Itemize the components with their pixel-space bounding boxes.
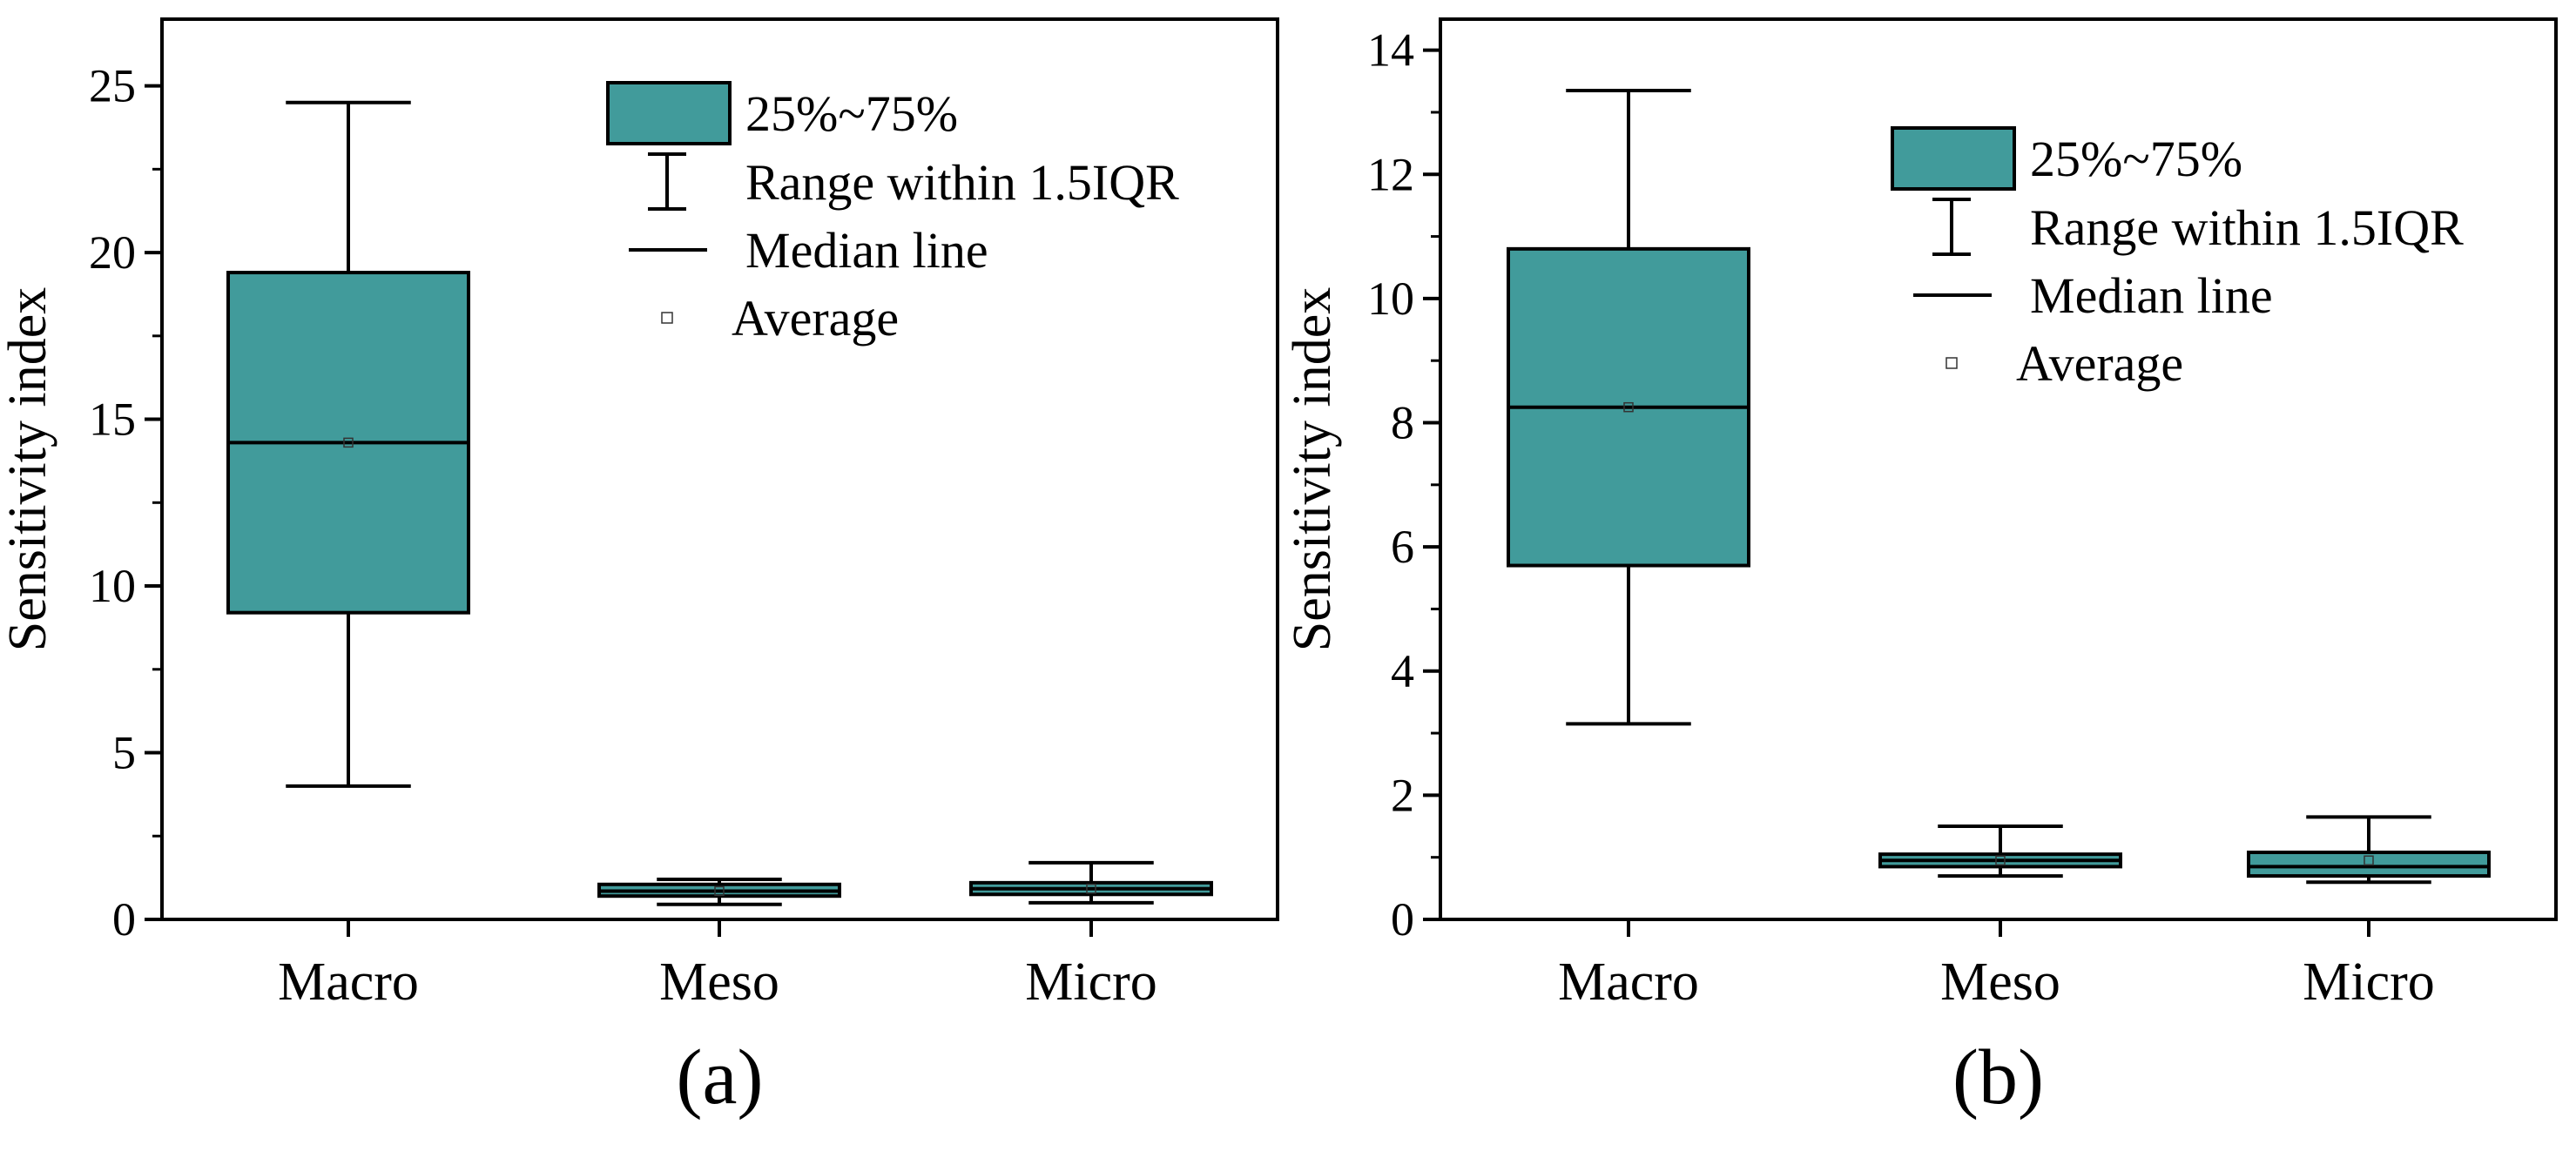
y-tick-label: 10	[89, 560, 136, 612]
legend-box-swatch	[606, 81, 732, 145]
y-tick-label: 10	[1367, 273, 1414, 325]
box-meso	[597, 878, 841, 906]
x-tick-label: Meso	[659, 952, 779, 1012]
legend: 25%~75% Range within 1.5IQR Median line Ave…	[1891, 126, 2464, 392]
legend-box-label: 25%~75%	[745, 85, 958, 142]
box-micro	[2247, 815, 2491, 885]
legend: 25%~75% Range within 1.5IQR Median line Ave…	[606, 81, 1179, 347]
y-tick-label: 0	[112, 893, 136, 946]
legend-mean-label: Average	[732, 290, 899, 347]
panel-label: (a)	[677, 1034, 764, 1121]
y-tick-label: 15	[89, 394, 136, 446]
legend-mean-marker	[1945, 357, 1958, 369]
y-tick-label: 2	[1391, 769, 1414, 821]
panel-label: (b)	[1952, 1034, 2044, 1121]
x-tick-label: Micro	[1025, 952, 1157, 1012]
x-tick-label: Meso	[1940, 952, 2060, 1012]
y-tick-label: 5	[112, 727, 136, 779]
panel-a: 0 5 10 15 20 25 Macro Meso Micro Sensitivity inde…	[0, 17, 1279, 1121]
legend-box-swatch	[1891, 126, 2016, 191]
panel-b: 0 2 4 6 8 10 12 14 Macro Meso Micro Sensitivity ind…	[1283, 17, 2558, 1121]
x-tick-label: Micro	[2303, 952, 2435, 1012]
legend-whisker-label: Range within 1.5IQR	[2030, 199, 2464, 256]
box-micro	[969, 860, 1213, 905]
box-macro	[226, 100, 470, 788]
y-axis-title: Sensitivity index	[0, 287, 57, 652]
y-tick-label: 0	[1391, 893, 1414, 946]
mean-marker	[2364, 855, 2374, 866]
mean-marker	[1623, 401, 1634, 413]
y-tick-label: 6	[1391, 521, 1414, 573]
legend-median-label: Median line	[2030, 267, 2273, 324]
legend-mean-label: Average	[2016, 335, 2183, 392]
plot-frame	[1439, 17, 2558, 921]
box-meso	[1878, 825, 2122, 878]
y-tick-label: 4	[1391, 645, 1414, 697]
box-macro	[1507, 89, 1750, 726]
y-tick-label: 14	[1367, 24, 1414, 77]
legend-whisker-label: Range within 1.5IQR	[745, 154, 1179, 211]
y-axis-title: Sensitivity index	[1283, 287, 1342, 652]
x-tick-label: Macro	[1558, 952, 1699, 1012]
y-tick-label: 12	[1367, 148, 1414, 200]
mean-marker	[1086, 884, 1096, 894]
mean-marker	[714, 885, 725, 897]
mean-marker	[1995, 855, 2006, 866]
legend-median-label: Median line	[745, 222, 988, 279]
y-tick-label: 20	[89, 226, 136, 279]
legend-mean-marker	[661, 312, 673, 324]
x-tick-label: Macro	[278, 952, 419, 1012]
mean-marker	[343, 437, 354, 448]
y-tick-label: 25	[89, 60, 136, 112]
legend-box-label: 25%~75%	[2030, 131, 2242, 187]
y-tick-label: 8	[1391, 397, 1414, 449]
